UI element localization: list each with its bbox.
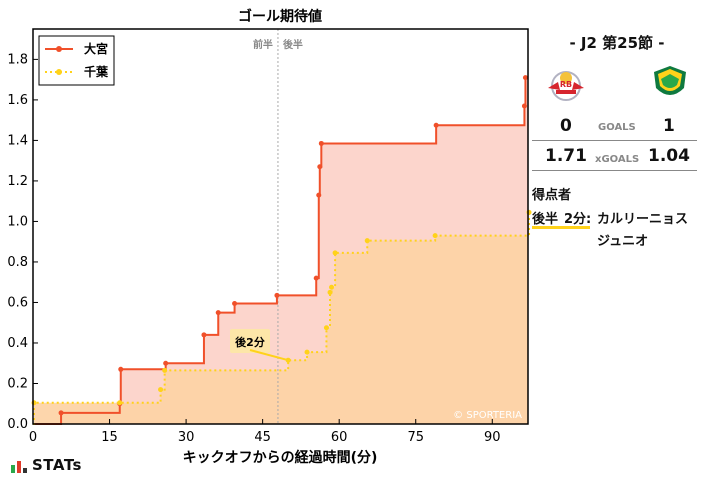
annotation-label: 後2分 bbox=[235, 335, 265, 349]
y-tick-label: 1.0 bbox=[7, 214, 28, 229]
away-goals: 1 bbox=[663, 116, 675, 136]
data-point bbox=[364, 238, 370, 244]
stats-logo-icon bbox=[11, 461, 27, 473]
data-point bbox=[162, 367, 168, 373]
match-title: - J2 第25節 - bbox=[569, 34, 665, 52]
series-lines bbox=[31, 75, 532, 425]
series-fill-1 bbox=[33, 212, 530, 424]
away-team-logo bbox=[648, 64, 692, 104]
annotations: 後2分 bbox=[230, 329, 289, 362]
data-point bbox=[327, 289, 333, 295]
data-point bbox=[332, 250, 338, 256]
data-point bbox=[117, 400, 123, 406]
brand-text: STATs bbox=[32, 456, 82, 474]
plot-frame bbox=[32, 28, 529, 425]
series-fills bbox=[33, 77, 530, 424]
watermark: © SPORTERIA bbox=[453, 410, 522, 421]
away-xg: 1.04 bbox=[648, 146, 690, 166]
data-point bbox=[317, 164, 323, 170]
data-point bbox=[433, 122, 439, 128]
y-tick-label: 0.2 bbox=[7, 376, 28, 391]
axes: 0 15 30 45 60 75 90 0.0 0.2 0.4 0.6 0.8 1.0 1.2 1.4 1.6… bbox=[7, 28, 529, 445]
scorer-name-line2: ジュニオ bbox=[597, 234, 649, 249]
xgoals-row: 1.71 xGOALS 1.04 bbox=[532, 146, 697, 171]
data-point bbox=[521, 103, 527, 109]
goals-label: GOALS bbox=[598, 122, 636, 133]
x-tick-label: 0 bbox=[29, 430, 37, 445]
home-xg: 1.71 bbox=[545, 146, 587, 166]
x-tick-label: 90 bbox=[484, 430, 501, 445]
data-point bbox=[163, 360, 169, 366]
x-tick-label: 15 bbox=[101, 430, 118, 445]
data-point bbox=[329, 284, 335, 290]
data-point bbox=[158, 387, 164, 393]
data-point bbox=[274, 292, 280, 298]
second-half-label: 後半 bbox=[283, 38, 303, 51]
data-point bbox=[58, 410, 64, 416]
annotation-pointer bbox=[249, 349, 289, 362]
scorers-title: 得点者 bbox=[532, 188, 572, 203]
x-tick-label: 45 bbox=[254, 430, 271, 445]
home-logo-text: RB bbox=[560, 80, 572, 89]
scorer-underline bbox=[532, 226, 590, 229]
x-tick-label: 30 bbox=[178, 430, 195, 445]
scorer-minute: 2分: bbox=[564, 212, 592, 227]
data-point bbox=[201, 332, 207, 338]
legend-marker-1 bbox=[56, 69, 62, 75]
data-point bbox=[522, 75, 528, 81]
data-point bbox=[318, 140, 324, 146]
data-point bbox=[432, 233, 438, 239]
data-point bbox=[316, 192, 322, 198]
x-tick-label: 60 bbox=[331, 430, 348, 445]
home-team-logo: RB bbox=[544, 64, 588, 104]
y-tick-label: 1.2 bbox=[7, 174, 28, 189]
home-goals: 0 bbox=[560, 116, 572, 136]
y-tick-label: 1.8 bbox=[7, 52, 28, 67]
first-half-label: 前半 bbox=[253, 38, 273, 51]
data-point bbox=[304, 349, 310, 355]
x-tick-label: 75 bbox=[407, 430, 424, 445]
xgoals-label: xGOALS bbox=[595, 154, 640, 165]
data-point bbox=[215, 310, 221, 316]
legend-box bbox=[38, 35, 115, 86]
data-point bbox=[313, 275, 319, 281]
y-tick-label: 0.8 bbox=[7, 255, 28, 270]
legend-label-0: 大宮 bbox=[84, 41, 108, 56]
y-tick-label: 1.4 bbox=[7, 133, 28, 148]
scorer-half: 後半 bbox=[532, 212, 559, 227]
y-tick-label: 1.6 bbox=[7, 93, 28, 108]
x-axis-label: キックオフからの経過時間(分) bbox=[183, 449, 378, 466]
scorer-name-line1: カルリーニョス bbox=[597, 212, 689, 227]
legend-marker-0 bbox=[56, 46, 62, 52]
data-point bbox=[118, 366, 124, 372]
data-point bbox=[232, 300, 238, 306]
legend-label-1: 千葉 bbox=[84, 64, 109, 79]
y-tick-label: 0.4 bbox=[7, 336, 28, 351]
data-point bbox=[323, 325, 329, 331]
goals-row: 0 GOALS 1 bbox=[532, 116, 697, 141]
y-tick-label: 0.6 bbox=[7, 295, 28, 310]
chart-title: ゴール期待値 bbox=[238, 8, 322, 25]
annotation-box bbox=[230, 329, 270, 353]
series-line-0 bbox=[33, 76, 528, 425]
y-tick-label: 0.0 bbox=[7, 417, 28, 432]
